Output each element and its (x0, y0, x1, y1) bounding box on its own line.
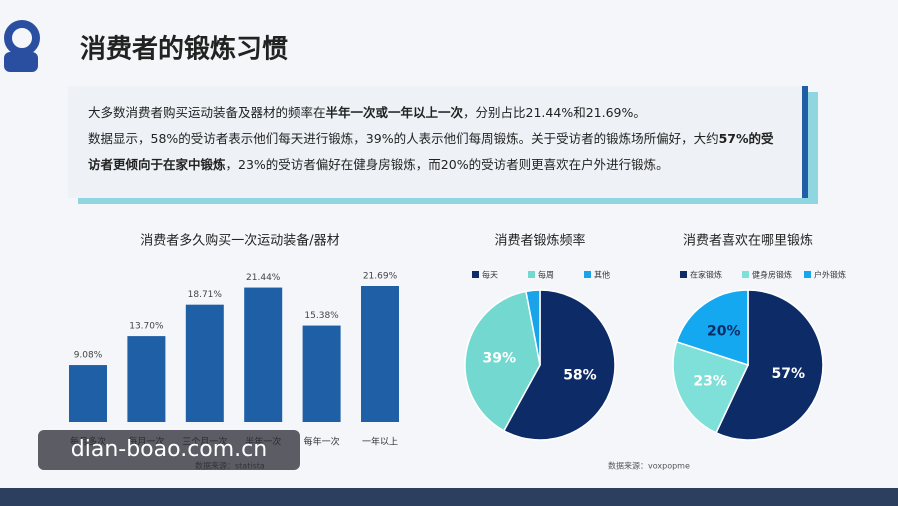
legend-swatch (680, 271, 687, 278)
legend-label: 在家锻炼 (690, 270, 722, 280)
data-label: 21.69% (363, 272, 398, 282)
pie-slice (675, 289, 749, 367)
page-title: 消费者的锻炼习惯 (80, 34, 288, 65)
legend-swatch (472, 271, 479, 278)
legend-swatch (528, 271, 535, 278)
legend-label: 户外锻炼 (814, 270, 846, 280)
watermark: dian-boao.com.cn (38, 430, 300, 470)
source: 数据来源：voxpopme (608, 461, 690, 471)
pie-slice (525, 289, 541, 366)
data-label: 13.70% (129, 322, 164, 332)
x-tick-label: 一年以上 (362, 436, 398, 448)
bar (185, 304, 224, 422)
legend-label: 每周 (538, 270, 554, 280)
text-run: 半年一次或一年以上一次 (325, 105, 464, 120)
data-label: 21.44% (246, 273, 281, 283)
data-label: 39% (483, 351, 517, 367)
pie-slice (502, 289, 616, 441)
legend-label: 其他 (594, 270, 610, 280)
text-run: 大多数消费者购买运动装备及器材的频率在 (88, 105, 326, 120)
chart-title: 消费者多久购买一次运动装备/器材 (140, 233, 339, 249)
legend-swatch (584, 271, 591, 278)
data-label: 23% (693, 373, 727, 389)
bar (69, 365, 107, 422)
bar (244, 287, 283, 422)
data-label: 20% (707, 324, 741, 340)
legend-label: 每天 (482, 270, 498, 280)
text-run: ，分别占比21.44%和21.69%。 (463, 105, 646, 120)
data-label: 18.71% (188, 290, 223, 300)
chart-title: 消费者锻炼频率 (494, 233, 585, 249)
pie-slice (464, 290, 541, 432)
legend-swatch (742, 271, 749, 278)
chart-title: 消费者喜欢在哪里锻炼 (683, 234, 813, 249)
text-run: 57%的受访者更倾向于在家中锻炼 (88, 131, 774, 172)
data-label: 15.38% (304, 311, 339, 321)
text-run: ，23%的受访者偏好在健身房锻炼，而20%的受访者则更喜欢在户外进行锻炼。 (225, 157, 669, 172)
paragraph: 数据显示，58%的受访者表示他们每天进行锻炼，39%的人表示他们每周锻炼。关于受… (88, 126, 782, 178)
pie-slice (715, 289, 824, 441)
logo (4, 20, 40, 56)
bar (361, 286, 399, 422)
x-tick-label: 每年一次 (304, 436, 340, 448)
data-label: 58% (563, 367, 597, 383)
bar (127, 336, 166, 422)
legend-label: 健身房锻炼 (752, 270, 792, 280)
legend-swatch (804, 271, 811, 278)
summary-box: 大多数消费者购买运动装备及器材的频率在半年一次或一年以上一次，分别占比21.44… (68, 86, 808, 198)
data-label: 9.08% (74, 351, 103, 361)
text-run: 数据显示，58%的受访者表示他们每天进行锻炼，39%的人表示他们每周锻炼。关于受… (88, 131, 719, 146)
footer-bar (0, 488, 898, 506)
logo (4, 52, 38, 72)
paragraph: 大多数消费者购买运动装备及器材的频率在半年一次或一年以上一次，分别占比21.44… (88, 100, 782, 126)
pie-slice (672, 340, 750, 434)
data-label: 57% (771, 366, 805, 382)
bar (302, 325, 341, 422)
